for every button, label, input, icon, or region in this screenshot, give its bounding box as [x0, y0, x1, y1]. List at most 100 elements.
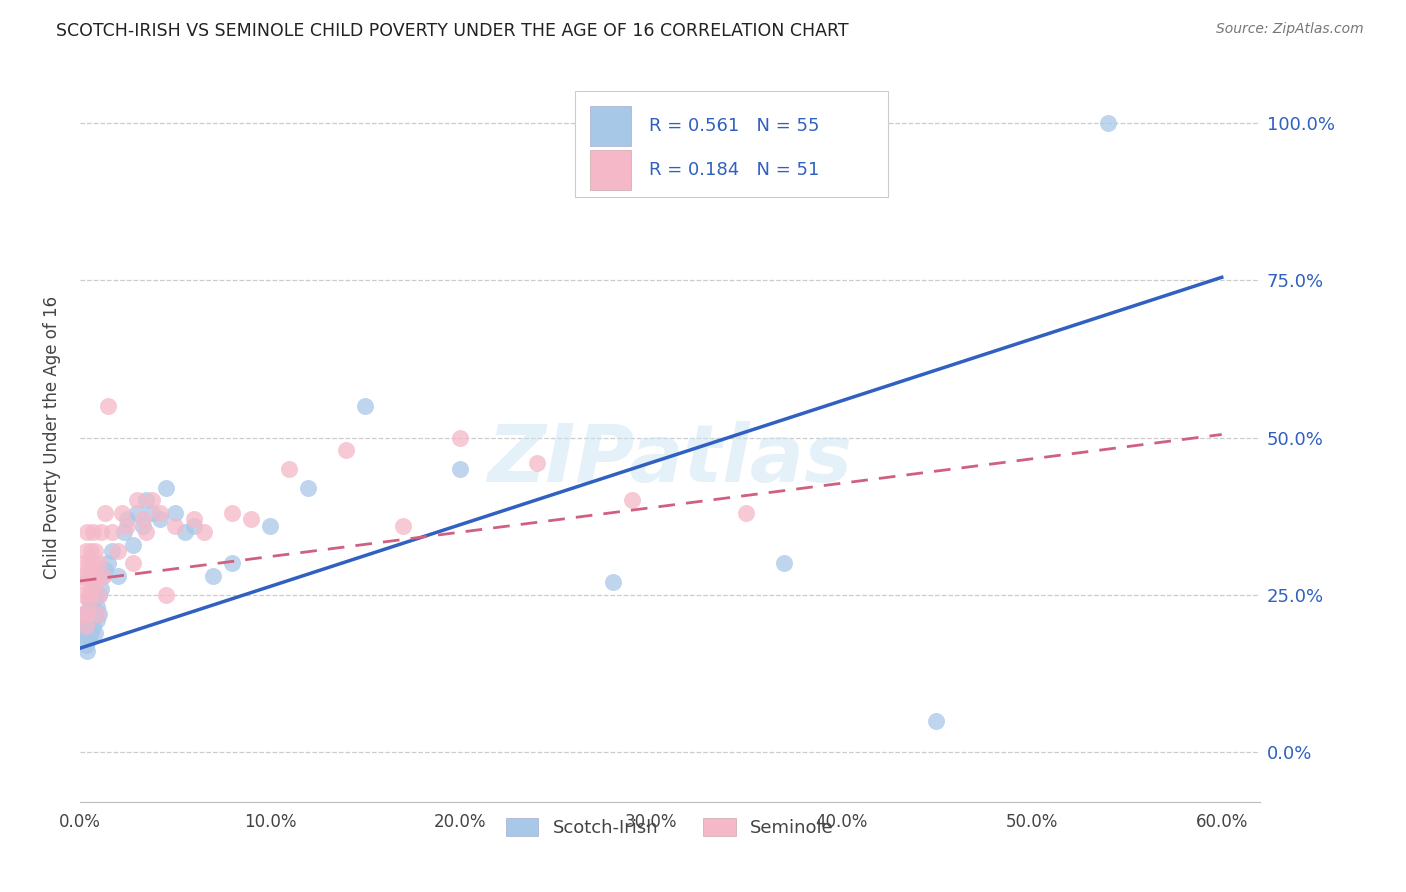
Point: [297, 481, 319, 495]
Point: [76, 524, 98, 539]
Point: [91, 569, 114, 583]
Point: [82, 557, 104, 571]
Point: [82, 594, 104, 608]
Point: [84, 607, 107, 621]
Point: [79, 607, 101, 621]
Point: [84, 625, 107, 640]
Point: [73, 588, 96, 602]
Point: [79, 632, 101, 646]
Point: [335, 443, 357, 458]
Point: [111, 506, 134, 520]
Point: [79, 594, 101, 608]
Point: [75, 543, 97, 558]
Point: [79, 619, 101, 633]
Point: [87, 588, 110, 602]
Point: [259, 518, 281, 533]
Point: [131, 518, 153, 533]
Point: [86, 600, 108, 615]
Point: [75, 638, 97, 652]
Point: [84, 543, 107, 558]
Point: [155, 481, 177, 495]
Point: [122, 557, 145, 571]
Point: [87, 557, 110, 571]
Point: [620, 493, 643, 508]
Point: [70, 619, 93, 633]
Point: [73, 632, 96, 646]
Point: [80, 613, 103, 627]
FancyBboxPatch shape: [589, 150, 631, 190]
Point: [84, 575, 107, 590]
Point: [107, 569, 129, 583]
Point: [602, 575, 624, 590]
Point: [122, 537, 145, 551]
Point: [97, 557, 120, 571]
Point: [84, 588, 107, 602]
Point: [80, 600, 103, 615]
Point: [75, 575, 97, 590]
Point: [91, 569, 114, 583]
Point: [163, 506, 186, 520]
Point: [117, 518, 139, 533]
Point: [183, 518, 205, 533]
Point: [73, 607, 96, 621]
Point: [70, 607, 93, 621]
Point: [76, 607, 98, 621]
Point: [450, 462, 472, 476]
Point: [392, 518, 415, 533]
Point: [75, 619, 97, 633]
Point: [141, 506, 163, 520]
Point: [87, 588, 110, 602]
Point: [79, 594, 101, 608]
Legend: Scotch-Irish, Seminole: Scotch-Irish, Seminole: [498, 811, 841, 845]
Point: [149, 512, 172, 526]
Point: [117, 512, 139, 526]
Point: [141, 493, 163, 508]
Point: [526, 456, 548, 470]
FancyBboxPatch shape: [589, 106, 631, 146]
Point: [131, 512, 153, 526]
Point: [101, 524, 124, 539]
Point: [107, 543, 129, 558]
Point: [82, 619, 104, 633]
Point: [173, 524, 195, 539]
Point: [163, 518, 186, 533]
Point: [450, 431, 472, 445]
Point: [90, 582, 112, 596]
Point: [183, 512, 205, 526]
Point: [240, 512, 263, 526]
Point: [73, 557, 96, 571]
Point: [1097, 116, 1119, 130]
Point: [76, 569, 98, 583]
Point: [193, 524, 215, 539]
Point: [70, 569, 93, 583]
Point: [93, 506, 115, 520]
Point: [925, 714, 948, 728]
Text: R = 0.561   N = 55: R = 0.561 N = 55: [648, 117, 820, 136]
Point: [86, 607, 108, 621]
Y-axis label: Child Poverty Under the Age of 16: Child Poverty Under the Age of 16: [44, 296, 60, 579]
Point: [75, 607, 97, 621]
Point: [735, 506, 758, 520]
Point: [70, 625, 93, 640]
Point: [76, 625, 98, 640]
Point: [80, 543, 103, 558]
Point: [101, 543, 124, 558]
Point: [79, 588, 101, 602]
Point: [76, 644, 98, 658]
Text: R = 0.184   N = 51: R = 0.184 N = 51: [648, 161, 818, 179]
Point: [87, 607, 110, 621]
Point: [82, 607, 104, 621]
Point: [202, 569, 225, 583]
Point: [135, 524, 157, 539]
Point: [125, 493, 148, 508]
Point: [86, 613, 108, 627]
Point: [354, 399, 377, 413]
Text: ZIPatlas: ZIPatlas: [488, 420, 852, 499]
Point: [93, 563, 115, 577]
Point: [278, 462, 301, 476]
Text: Source: ZipAtlas.com: Source: ZipAtlas.com: [1216, 22, 1364, 37]
Point: [90, 524, 112, 539]
Point: [97, 399, 120, 413]
Point: [125, 506, 148, 520]
Point: [80, 582, 103, 596]
